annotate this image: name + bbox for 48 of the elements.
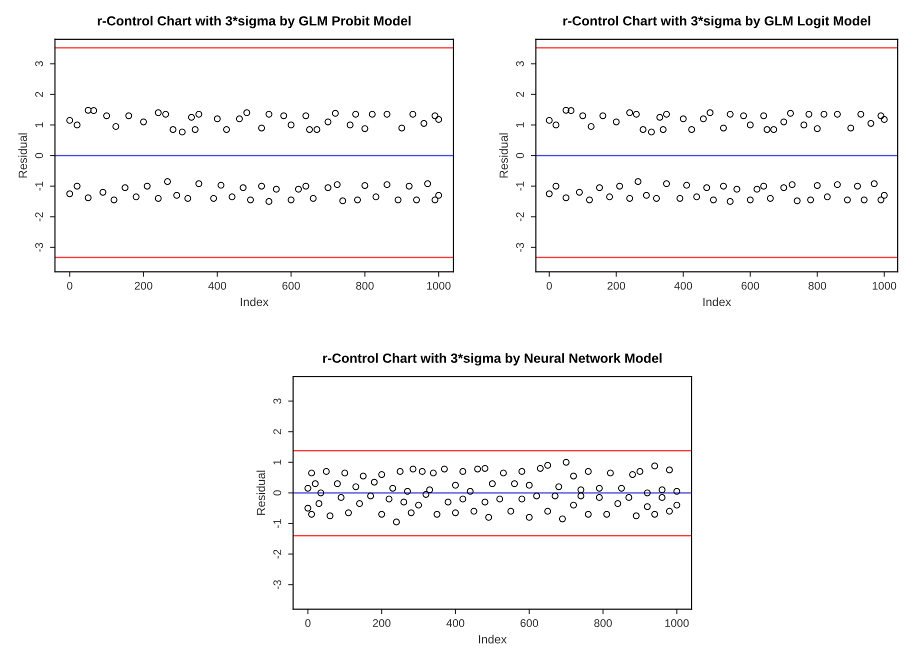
x-tick-label: 1000 (872, 282, 896, 290)
x-tick-label: 800 (594, 619, 612, 628)
x-tick-label: 200 (608, 282, 626, 290)
y-tick-label: -2 (516, 212, 524, 222)
x-tick-label: 400 (446, 619, 464, 628)
x-axis-title: Index (703, 297, 732, 306)
chart-title: r-Control Chart with 3*sigma by GLM Logit Model (563, 16, 870, 28)
y-tick-label: 3 (35, 61, 44, 66)
y-tick-label: 2 (35, 92, 43, 97)
x-tick-label: 0 (67, 282, 72, 290)
x-tick-label: 800 (808, 282, 826, 290)
x-tick-label: 800 (356, 282, 374, 290)
y-tick-label: 3 (516, 61, 524, 66)
x-tick-label: 200 (372, 619, 390, 628)
x-tick-label: 600 (742, 282, 760, 290)
y-tick-label: -2 (35, 212, 43, 222)
y-tick-label: -3 (35, 242, 44, 252)
x-tick-label: 400 (674, 282, 692, 290)
x-axis-title: Index (479, 634, 507, 644)
x-tick-label: 200 (134, 282, 152, 290)
x-tick-label: 600 (520, 619, 538, 628)
x-tick-label: 1000 (427, 282, 451, 290)
x-tick-label: 400 (208, 282, 226, 290)
x-tick-label: 1000 (665, 619, 689, 628)
x-tick-label: 600 (282, 282, 300, 290)
y-tick-label: 0 (35, 152, 44, 158)
y-tick-label: 0 (273, 490, 282, 496)
y-tick-label: 3 (273, 398, 282, 404)
y-tick-label: -2 (273, 550, 282, 559)
y-tick-label: 1 (273, 460, 282, 465)
y-axis-title: Residual (18, 133, 27, 178)
y-tick-label: 1 (516, 122, 524, 128)
y-tick-label: -3 (516, 242, 524, 252)
chart-title: r-Control Chart with 3*sigma by Neural Network Model (323, 353, 662, 366)
y-tick-label: -1 (516, 182, 524, 191)
y-axis-title: Residual (499, 133, 508, 178)
y-tick-label: 2 (516, 92, 524, 97)
y-tick-label: -1 (273, 519, 282, 528)
y-tick-label: -3 (273, 580, 282, 590)
y-tick-label: 2 (273, 429, 282, 434)
x-tick-label: 0 (305, 619, 311, 628)
x-tick-label: 0 (546, 282, 552, 290)
y-tick-label: 1 (35, 122, 43, 128)
y-axis-title: Residual (256, 470, 266, 515)
chart-title: r-Control Chart with 3*sigma by GLM Probit Model (98, 16, 410, 28)
y-tick-label: -1 (35, 182, 43, 191)
y-tick-label: 0 (516, 152, 524, 158)
x-axis-title: Index (240, 297, 269, 306)
